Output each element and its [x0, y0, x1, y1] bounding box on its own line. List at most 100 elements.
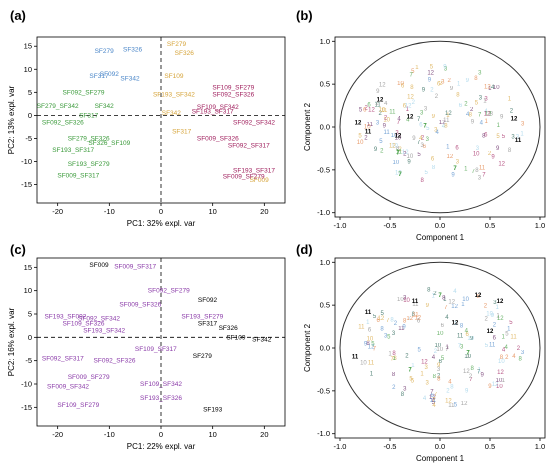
panel-d-loading-marker: 5 [509, 320, 513, 326]
panel-d-loading-marker: 9 [437, 363, 441, 369]
panel-a-point-label: SF193_SF317 [233, 168, 275, 175]
panel-b-y-tick-label: -0.5 [317, 165, 330, 174]
panel-b-loading-marker: 12 [484, 85, 491, 91]
panel-d-loading-marker: 11 [457, 333, 464, 339]
panel-a-point-label: SF317 [89, 73, 109, 80]
panel-d-loading-marker: 7 [445, 347, 449, 353]
panel-b-loading-marker: 9 [443, 64, 447, 70]
panel-d-loading-marker: 9 [481, 373, 485, 379]
panel-a-y-axis-title: PC2: 13% expl. var [7, 85, 16, 154]
panel-b-loading-marker: 9 [500, 115, 504, 121]
panel-b-loading-marker: 11 [367, 122, 374, 128]
panel-b-loading-marker: 9 [451, 172, 455, 178]
panel-d-loading-marker: 2 [437, 374, 441, 380]
panel-d-loading-marker: 12 [445, 399, 452, 405]
panel-d-loading-marker: 1 [443, 297, 447, 303]
panel-c-point-label: SF009_SF279 [68, 374, 110, 381]
panel-d-loading-marker: 7 [477, 369, 481, 375]
panel-d-loading-marker: 2 [446, 388, 450, 394]
panel-d-loading-marker: 12 [429, 395, 436, 401]
panel-b-loading-marker: 1 [488, 86, 492, 92]
panel-d-loading-marker: 5 [409, 376, 413, 382]
panel-d-loading-marker: 12 [451, 304, 458, 310]
panel-d-loading-marker: 1 [431, 293, 435, 299]
panel-c-point-label: SF009_SF326 [119, 302, 161, 309]
panel-b-loading-marker: 3 [441, 79, 445, 85]
panel-b-loading-marker: 12 [427, 71, 434, 77]
panel-d-loading-marker: 7 [391, 357, 395, 363]
panel-d-loading-marker: 8 [392, 372, 396, 378]
panel-b-loading-marker: 9 [407, 159, 411, 165]
panel-d-loading-marker: 2 [517, 346, 521, 352]
panel-b-loading-marker: 6 [363, 108, 367, 114]
panel-b-loading-marker: 10 [391, 144, 398, 150]
panel-d-loading-marker: 8 [470, 366, 474, 372]
panel-b-loading-marker: 8 [420, 178, 424, 184]
panel-b-loading-marker: 4 [419, 136, 423, 142]
panel-b-loading-marker: 12 [379, 83, 386, 89]
panel-d-loading-marker: 3 [493, 300, 497, 306]
panel-d-loading-marker: 10 [496, 384, 503, 390]
panel-b-loading-marker: 10 [473, 152, 480, 158]
panel-a-point-label: SF092_SF326 [212, 92, 254, 99]
panel-b-loading-marker: 12 [447, 154, 454, 160]
panel-a-point-label: SF009_SF317 [57, 172, 99, 179]
panel-b-loading-marker: 5 [379, 139, 383, 145]
panel-c-y-tick-label: -15 [21, 403, 32, 412]
panel-a-point-label: SF342 [162, 110, 182, 117]
panel-b-loading-marker: 3 [516, 134, 520, 140]
panel-b-unit-circle [339, 40, 541, 214]
panel-d-loading-marker: 2 [392, 385, 396, 391]
panel-b-loading-marker: 8 [456, 92, 460, 98]
panel-d-loading-marker: 3 [403, 296, 407, 302]
panel-d-loading-marker: 1 [388, 351, 392, 357]
panel-d-loading-marker: 5 [417, 347, 421, 353]
panel-b-loading-marker: 5 [425, 170, 429, 176]
panel-d-loading-marker: 4 [448, 379, 452, 385]
panel-a-point-label: SF317 [79, 112, 99, 119]
panel-d-variable-label: 11 [352, 355, 359, 361]
panel-d-loading-marker: 9 [488, 384, 492, 390]
panel-b-loading-marker: 2 [488, 151, 492, 157]
panel-b-variable-label: 7 [396, 151, 400, 157]
panel-d-loading-marker: 10 [496, 378, 503, 384]
panel-d-loading-marker: 11 [430, 398, 437, 404]
panel-c-point-label: SF109 [226, 334, 246, 341]
panel-c-y-tick-label: -10 [21, 380, 32, 389]
panel-b-loading-marker: 8 [432, 165, 436, 171]
panel-d-x-tick-label: 0.5 [485, 442, 495, 451]
panel-d-loading-marker: 6 [493, 336, 497, 342]
panel-d-loading-marker: 12 [406, 316, 413, 322]
panel-b-loading-marker: 11 [443, 118, 450, 124]
panel-d-loading-marker: 8 [460, 323, 464, 329]
panel-d-loading-marker: 2 [469, 374, 473, 380]
panel-c-point-label: SF092_SF342 [78, 316, 120, 323]
panel-d-loading-marker: 11 [510, 334, 517, 340]
panel-d-y-tick-label: -1.0 [317, 429, 330, 438]
panel-a-point-label: SF317 [172, 129, 192, 136]
panel-a-x-tick-label: 0 [159, 207, 163, 216]
panel-a-x-axis-title: PC1: 32% expl. var [127, 219, 196, 228]
panel-b-loading-marker: 9 [491, 154, 495, 160]
panel-c-x-tick-label: 10 [208, 430, 216, 439]
panel-d-loading-marker: 8 [390, 318, 394, 324]
panel-d-loading-marker: 6 [417, 318, 421, 324]
panel-tag-a: (a) [10, 8, 26, 23]
panel-d-loading-marker: 12 [421, 359, 428, 365]
panel-d-loading-marker: 8 [401, 392, 405, 398]
panel-b-loading-marker: 10 [393, 160, 400, 166]
panel-b-loading-marker: 1 [446, 113, 450, 119]
panel-a-y-tick-label: -15 [21, 180, 32, 189]
panel-d-loading-marker: 4 [502, 348, 506, 354]
panel-d-loading-marker: 10 [464, 354, 471, 360]
panel-d-loading-marker: 12 [492, 382, 499, 388]
panel-d-loading-marker: 4 [445, 315, 449, 321]
panel-a-x-tick-label: 10 [208, 207, 216, 216]
panel-c-point-label: SF193 [203, 407, 223, 414]
panel-c-point-label: SF193_SF342 [83, 327, 125, 334]
panel-b-x-tick-label: 0.0 [435, 221, 445, 230]
panel-b-loading-marker: 10 [395, 135, 402, 141]
panel-d-variable-label: 7 [466, 350, 470, 356]
panel-d-loading-marker: 5 [505, 332, 509, 338]
panel-b-loading-marker: 7 [417, 117, 421, 123]
